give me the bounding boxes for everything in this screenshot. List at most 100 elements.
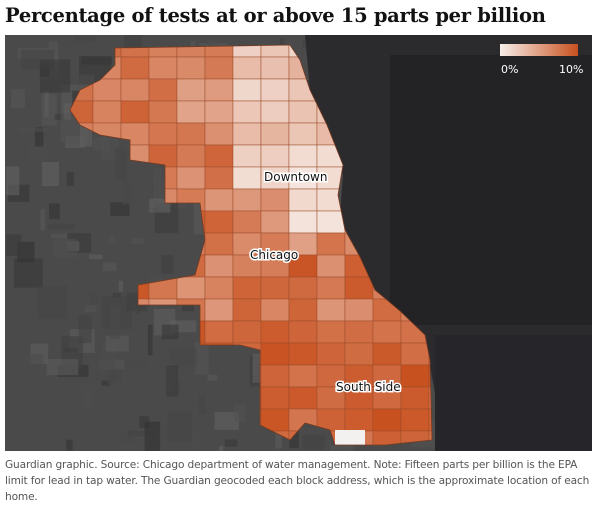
- texture-block: [44, 90, 49, 118]
- caption: Guardian graphic. Source: Chicago depart…: [5, 459, 590, 503]
- texture-block: [302, 435, 326, 450]
- label-south-side: South Side: [336, 380, 401, 394]
- neighborhood-cell: [288, 342, 318, 366]
- neighborhood-cell: [204, 254, 234, 278]
- texture-block: [39, 59, 71, 93]
- neighborhood-cell: [400, 386, 430, 410]
- texture-block: [46, 359, 79, 376]
- texture-block: [110, 202, 130, 217]
- neighborhood-cell: [232, 144, 262, 168]
- texture-block: [112, 292, 122, 298]
- texture-block: [78, 315, 92, 344]
- texture-block: [13, 258, 43, 288]
- neighborhood-cell: [316, 276, 346, 300]
- neighborhood-cell: [288, 320, 318, 344]
- neighborhood-cell: [232, 56, 262, 80]
- texture-block: [169, 347, 197, 367]
- texture-block: [57, 41, 85, 47]
- neighborhood-cell: [232, 188, 262, 212]
- neighborhood-cell: [344, 276, 374, 300]
- texture-block: [105, 335, 129, 352]
- texture-block: [279, 38, 285, 48]
- neighborhood-cell: [232, 100, 262, 124]
- label-chicago: Chicago: [250, 248, 298, 262]
- neighborhood-cell: [148, 56, 178, 80]
- neighborhood-cell: [344, 342, 374, 366]
- texture-block: [224, 439, 238, 447]
- neighborhood-cell: [400, 364, 430, 388]
- texture-block: [50, 233, 68, 239]
- neighborhood-cell: [372, 320, 402, 344]
- texture-block: [18, 127, 50, 132]
- neighborhood-cell: [232, 276, 262, 300]
- texture-block: [194, 342, 209, 375]
- texture-block: [11, 89, 25, 109]
- neighborhood-cell: [148, 122, 178, 146]
- neighborhood-cell: [400, 408, 430, 432]
- neighborhood-cell: [232, 320, 262, 344]
- texture-block: [63, 347, 79, 353]
- texture-block: [5, 166, 20, 196]
- neighborhood-cell: [260, 276, 290, 300]
- neighborhood-cell: [260, 320, 290, 344]
- texture-block: [114, 147, 127, 180]
- texture-block: [110, 360, 123, 383]
- texture-block: [40, 209, 45, 231]
- neighborhood-cell: [344, 320, 374, 344]
- neighborhood-cell: [260, 56, 290, 80]
- neighborhood-cell: [316, 232, 346, 256]
- neighborhood-cell: [204, 320, 234, 344]
- neighborhood-cell: [260, 364, 290, 388]
- neighborhood-cell: [288, 100, 318, 124]
- neighborhood-cell: [204, 188, 234, 212]
- texture-block: [191, 432, 202, 450]
- neighborhood-cell: [204, 78, 234, 102]
- texture-block: [167, 411, 192, 442]
- neighborhood-cell: [232, 298, 262, 322]
- texture-block: [198, 395, 206, 415]
- neighborhood-cell: [204, 210, 234, 234]
- neighborhood-cell: [120, 56, 150, 80]
- neighborhood-cell: [344, 408, 374, 432]
- neighborhood-cell: [288, 210, 318, 234]
- neighborhood-cell: [288, 386, 318, 410]
- texture-block: [92, 137, 110, 151]
- texture-block: [207, 374, 218, 381]
- city-boundary: [69, 44, 433, 446]
- texture-block: [124, 360, 149, 367]
- texture-block: [119, 434, 137, 444]
- neighborhood-cell: [428, 386, 432, 410]
- lake-panel: [390, 55, 592, 325]
- texture-block: [37, 285, 68, 319]
- neighborhood-cell: [316, 342, 346, 366]
- legend-min-label: 0%: [501, 63, 518, 76]
- texture-block: [89, 254, 103, 260]
- neighborhood-cell: [335, 430, 365, 445]
- texture-block: [81, 56, 113, 65]
- texture-block: [34, 127, 44, 147]
- neighborhood-cell: [204, 100, 234, 124]
- neighborhood-cell: [204, 166, 234, 190]
- texture-block: [17, 241, 35, 263]
- texture-block: [147, 324, 153, 356]
- texture-block: [66, 439, 73, 451]
- neighborhood-cell: [232, 210, 262, 234]
- neighborhood-cell: [288, 144, 318, 168]
- neighborhood-cell: [316, 254, 346, 278]
- neighborhood-cell: [260, 78, 290, 102]
- neighborhood-cell: [204, 298, 234, 322]
- neighborhood-cell: [288, 364, 318, 388]
- neighborhood-cell: [260, 342, 290, 366]
- texture-block: [131, 238, 145, 245]
- neighborhood-cell: [92, 100, 122, 124]
- texture-block: [109, 235, 116, 244]
- texture-block: [49, 203, 60, 220]
- texture-block: [24, 354, 44, 366]
- neighborhood-cell: [176, 100, 206, 124]
- texture-block: [127, 430, 155, 438]
- texture-block: [42, 161, 60, 187]
- texture-block: [109, 305, 121, 339]
- neighborhood-cell: [176, 166, 206, 190]
- texture-block: [118, 280, 123, 292]
- texture-block: [66, 171, 75, 186]
